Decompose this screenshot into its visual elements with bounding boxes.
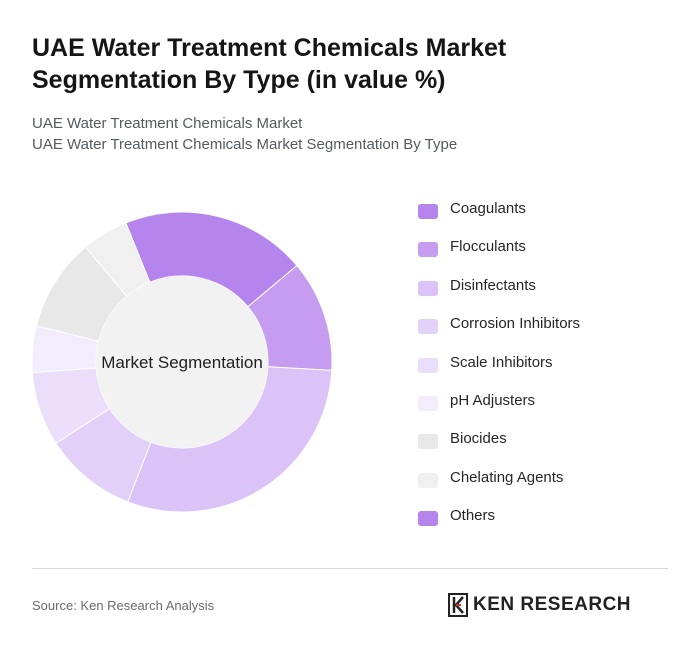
brand-logo: KEN RESEARCH [447, 592, 631, 618]
source-note: Source: Ken Research Analysis [32, 598, 215, 613]
legend-swatch [418, 242, 438, 258]
ken-research-logo-icon [448, 593, 468, 617]
legend-swatch [418, 395, 438, 411]
subtitle-line-1: UAE Water Treatment Chemicals Market [32, 115, 303, 132]
legend-label: Corrosion Inhibitors [450, 315, 581, 333]
legend-swatch [418, 357, 438, 373]
legend-swatch [418, 319, 438, 335]
chart-legend: Coagulants Flocculants Disinfectants Corros… [418, 197, 580, 543]
chart-subtitle: UAE Water Treatment Chemicals Market UAE… [32, 113, 457, 155]
legend-label: Coagulants [450, 200, 526, 217]
legend-label: pH Adjusters [450, 391, 536, 409]
legend-label: Disinfectants [450, 276, 536, 294]
brand-name: KEN RESEARCH [473, 594, 632, 615]
legend-item[interactable]: Biocides [418, 427, 580, 465]
legend-label: Flocculants [450, 238, 526, 256]
legend-swatch [418, 204, 438, 219]
legend-item[interactable]: Flocculants [418, 235, 580, 273]
donut-chart: Market Segmentation [31, 211, 333, 513]
legend-label: Chelating Agents [450, 468, 564, 486]
legend-item[interactable]: Disinfectants [418, 274, 580, 312]
donut-center [96, 276, 268, 448]
legend-label: Scale Inhibitors [450, 353, 553, 371]
legend-item[interactable]: Coagulants [418, 197, 580, 235]
subtitle-line-2: UAE Water Treatment Chemicals Market Seg… [32, 136, 458, 153]
donut-slices [31, 211, 333, 513]
footer-divider [32, 568, 668, 569]
legend-swatch [418, 472, 438, 488]
legend-swatch [418, 434, 438, 450]
legend-item[interactable]: Scale Inhibitors [418, 351, 580, 389]
legend-item[interactable]: pH Adjusters [418, 389, 580, 427]
legend-item[interactable]: Others [418, 504, 580, 542]
legend-label: Biocides [450, 430, 507, 448]
legend-item[interactable]: Corrosion Inhibitors [418, 312, 580, 350]
chart-title: UAE Water Treatment Chemicals Market Seg… [32, 34, 507, 94]
donut-center-label: Market Segmentation [101, 353, 263, 372]
legend-label: Others [450, 507, 496, 525]
legend-swatch [418, 280, 438, 296]
legend-swatch [418, 511, 438, 527]
legend-item[interactable]: Chelating Agents [418, 466, 580, 504]
